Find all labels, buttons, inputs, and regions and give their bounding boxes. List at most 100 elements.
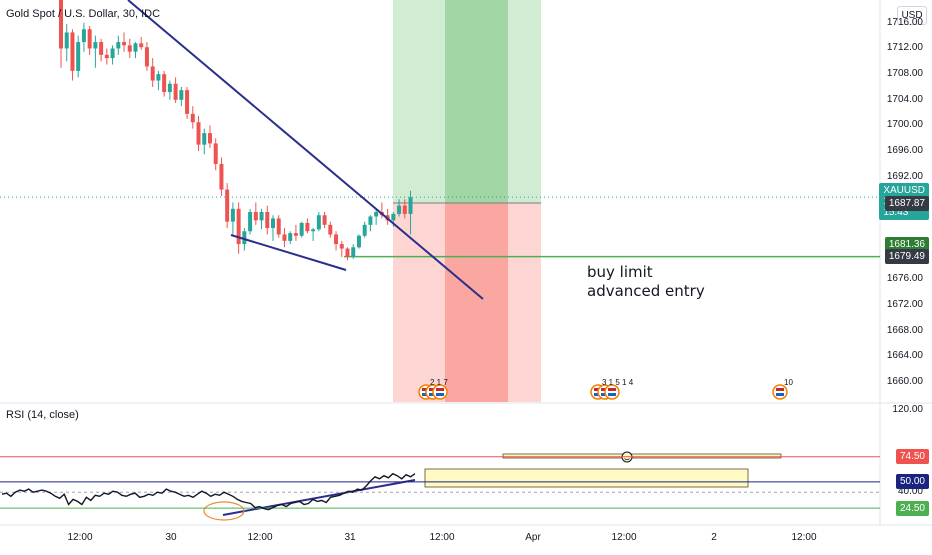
profit-zone[interactable] <box>393 0 541 203</box>
events-apr1[interactable]: 3 1 5 1 4 <box>590 378 634 400</box>
candle-body <box>288 233 293 241</box>
candle-body <box>213 143 218 164</box>
price-tick-label: 1712.00 <box>886 42 923 54</box>
time-tick-label: 12:00 <box>247 532 273 543</box>
loss-zone-core <box>445 203 508 402</box>
candle-body <box>265 212 270 229</box>
descending-trendline[interactable] <box>127 0 484 300</box>
risk-reward-zones[interactable] <box>393 0 541 402</box>
price-tick-label: 1716.00 <box>886 16 923 28</box>
drawings-layer[interactable] <box>127 0 782 521</box>
candle-body <box>271 218 276 229</box>
time-tick-label: 12:00 <box>791 532 817 543</box>
smiley-icon-mouth <box>624 458 630 461</box>
candle-body <box>127 45 132 52</box>
candle-body <box>299 222 304 236</box>
rsi-mid-badge-line: 50.00 <box>899 476 925 488</box>
candle-body <box>316 215 321 230</box>
candle-body <box>374 212 379 217</box>
candle-body <box>162 74 167 93</box>
candle-body <box>408 197 413 214</box>
us-flag-stripe <box>436 388 444 391</box>
candle-body <box>242 231 247 245</box>
candle-body <box>196 122 201 145</box>
candle-body <box>328 224 333 235</box>
level-1679-badge-line: 1679.49 <box>888 251 925 263</box>
rsi-line <box>1 472 416 511</box>
us-flag-icon[interactable] <box>604 384 620 400</box>
support-trendline[interactable] <box>230 234 347 271</box>
rsi-low-highlight[interactable] <box>203 501 245 521</box>
rsi-tick-label: 120.00 <box>892 404 923 415</box>
events-31[interactable]: 2 1 7 <box>418 378 448 400</box>
price-tick-label: 1692.00 <box>886 170 923 182</box>
candle-body <box>99 42 104 55</box>
rsi-trendline[interactable] <box>222 479 416 516</box>
us-flag-stripe <box>776 388 784 391</box>
candle-body <box>70 32 75 71</box>
rsi-upper-box[interactable] <box>502 453 782 459</box>
time-tick-label: 12:00 <box>67 532 93 543</box>
candle-body <box>173 83 178 100</box>
candle-body <box>230 208 235 222</box>
candle-body <box>225 189 230 222</box>
price-tick-label: 1700.00 <box>886 119 923 131</box>
xauusd-price-badge-line: 15:43 <box>883 207 909 219</box>
candlestick-series <box>59 0 413 261</box>
candle-body <box>276 218 281 235</box>
currency-button[interactable]: USD <box>897 6 927 25</box>
candle-body <box>253 212 258 221</box>
trade-note[interactable]: buy limit advanced entry <box>587 263 705 301</box>
xauusd-price-badge-line: XAUUSD <box>883 185 925 197</box>
rsi-pane <box>0 456 880 511</box>
candle-body <box>81 29 86 43</box>
candle-body <box>150 66 155 81</box>
price-tick-label: 1672.00 <box>886 299 923 310</box>
level-1681-badge: 1681.36 <box>884 237 929 253</box>
candle-body <box>59 0 63 49</box>
rsi-indicator-title[interactable]: RSI (14, close) <box>6 409 79 421</box>
candle-body <box>190 113 195 123</box>
profit-zone-core <box>445 0 508 203</box>
stop-price-badge-line: 1687.87 <box>888 197 925 209</box>
candle-body <box>87 29 92 49</box>
candle-body <box>156 74 161 81</box>
price-tick-label: 1668.00 <box>886 324 923 336</box>
candle-body <box>133 43 138 52</box>
candle-body <box>293 233 298 236</box>
candle-body <box>356 235 361 248</box>
loss-zone[interactable] <box>393 203 541 402</box>
candle-body <box>397 205 402 214</box>
candle-body <box>368 216 373 225</box>
rsi-lower-badge: 24.50 <box>895 500 929 516</box>
candle-body <box>179 90 184 100</box>
trade-note-line2: advanced entry <box>587 282 705 300</box>
candle-body <box>311 229 316 232</box>
rsi-mid-badge: 50.00 <box>895 474 929 490</box>
us-flag-icon[interactable] <box>432 384 448 400</box>
candle-body <box>351 247 356 257</box>
trade-note-line1: buy limit <box>587 263 653 281</box>
events-apr2[interactable]: 10 <box>772 378 793 400</box>
candle-body <box>391 213 396 221</box>
us-flag-icon[interactable] <box>772 384 788 400</box>
candle-body <box>110 48 115 59</box>
us-flag-stripe <box>608 388 616 391</box>
price-tick-label: 1704.00 <box>886 93 923 105</box>
event-count-label: 3 1 5 1 4 <box>602 378 634 387</box>
price-tick-label: 1660.00 <box>886 375 923 387</box>
us-flag-field <box>608 393 616 396</box>
candle-body <box>345 248 350 257</box>
level-1679-badge: 1679.49 <box>884 249 929 265</box>
candle-body <box>139 43 144 48</box>
candle-body <box>93 42 98 49</box>
economic-event-markers[interactable]: 2 1 7 3 1 5 1 4 10 <box>418 378 793 400</box>
us-flag-field <box>776 393 784 396</box>
price-tick-label: 1696.00 <box>886 145 923 157</box>
candle-body <box>144 47 149 67</box>
candle-body <box>236 208 241 245</box>
candle-body <box>282 234 287 241</box>
rsi-target-box[interactable] <box>424 468 749 488</box>
